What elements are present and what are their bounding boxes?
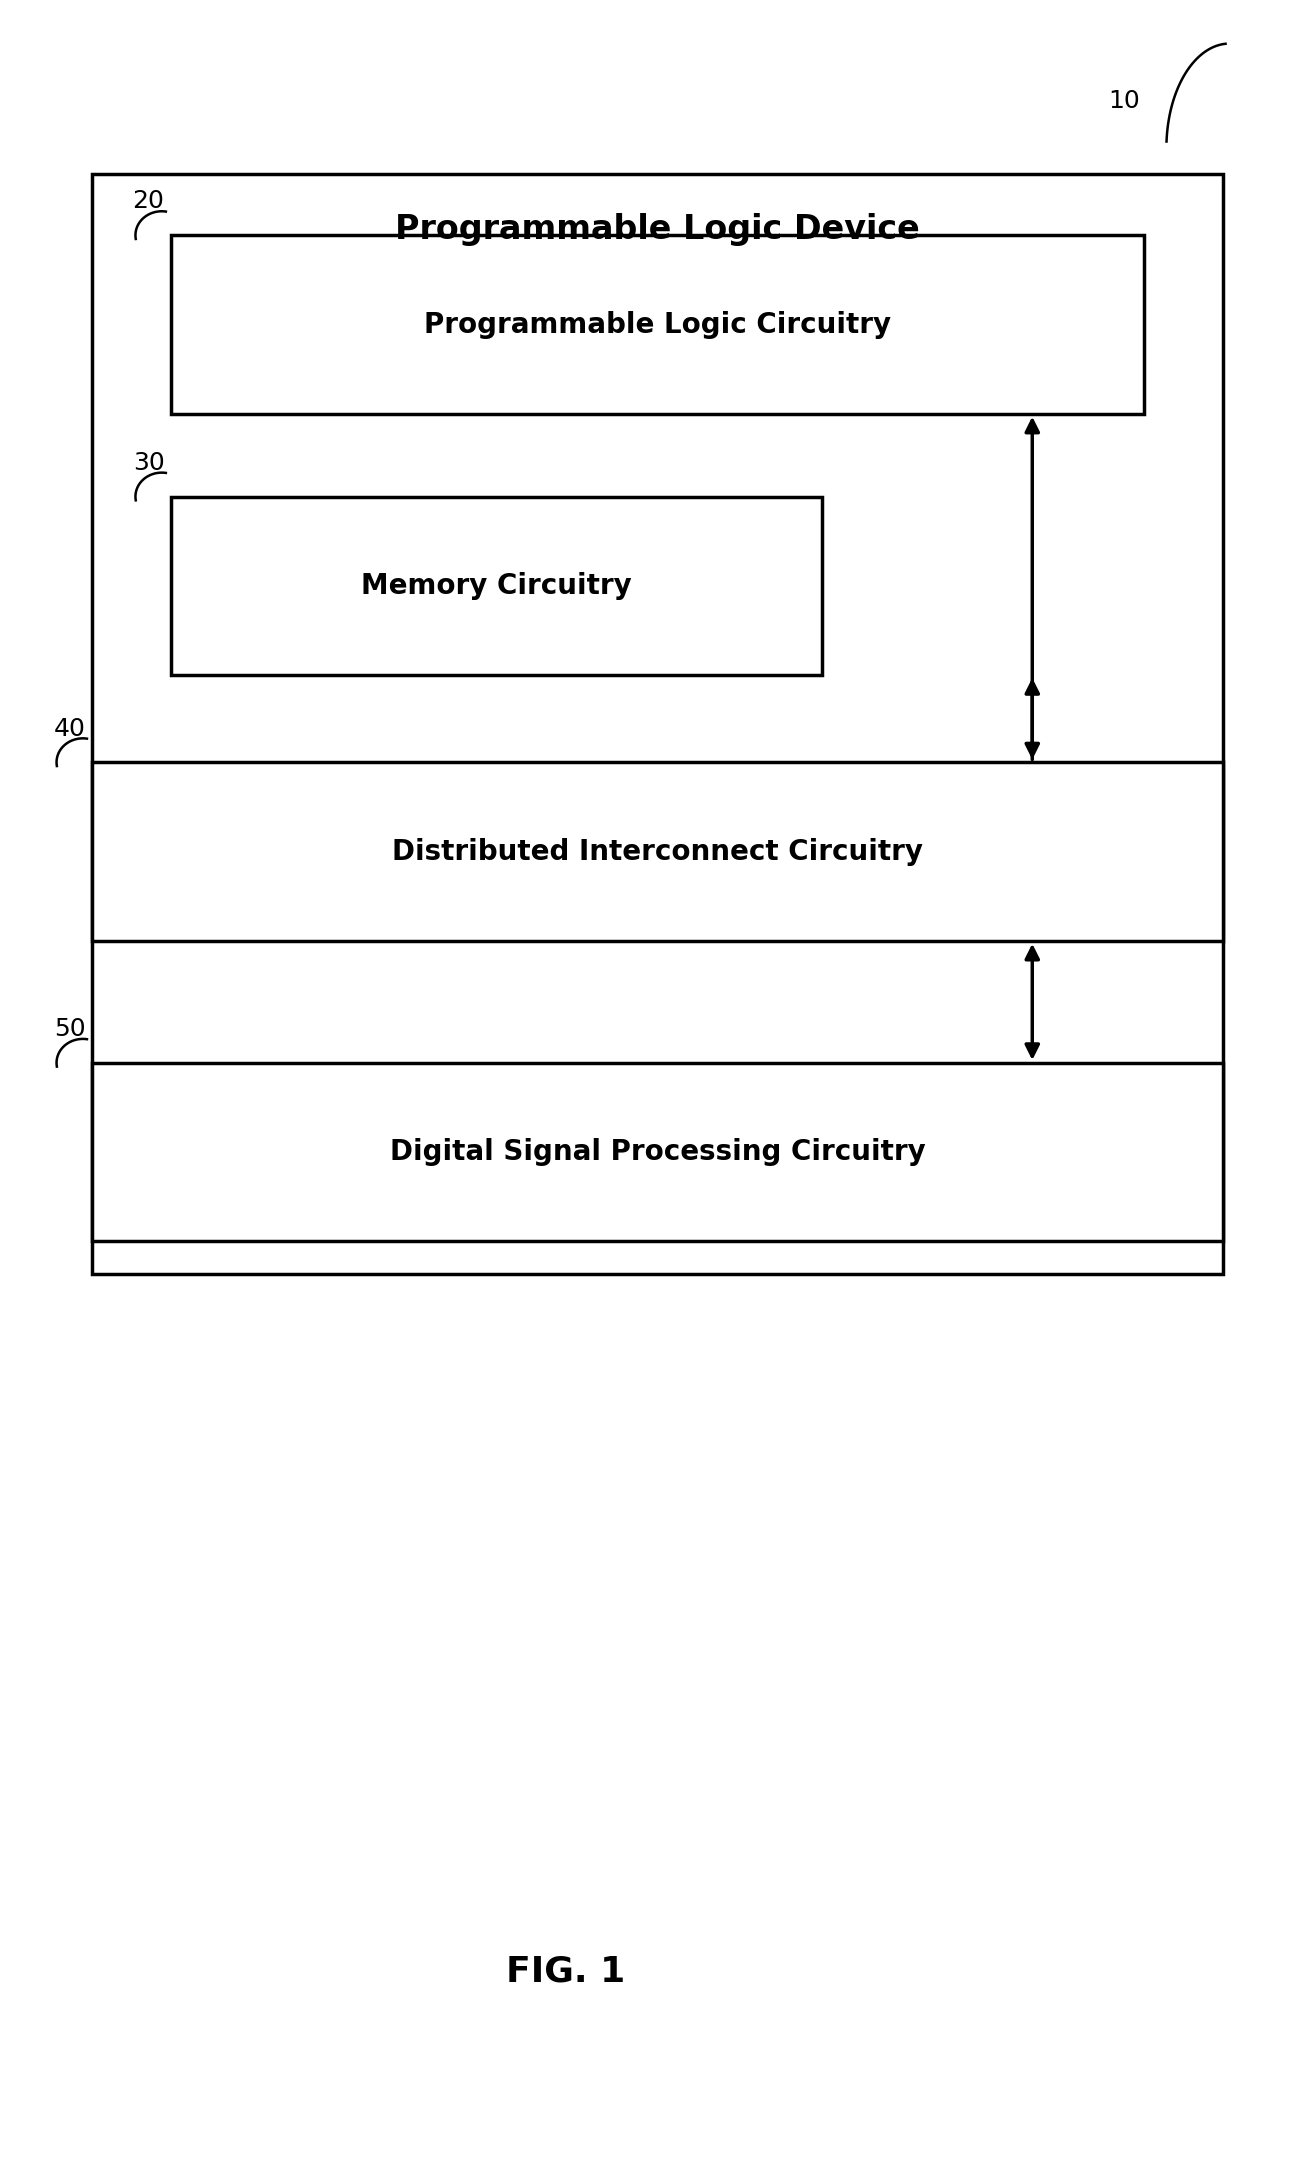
Text: 10: 10	[1109, 89, 1140, 113]
Text: Distributed Interconnect Circuitry: Distributed Interconnect Circuitry	[392, 839, 923, 865]
Text: Programmable Logic Device: Programmable Logic Device	[394, 213, 920, 246]
Text: Digital Signal Processing Circuitry: Digital Signal Processing Circuitry	[389, 1139, 926, 1165]
Text: 40: 40	[54, 717, 85, 741]
Bar	[171, 235, 1144, 414]
Bar	[171, 497, 822, 675]
Bar	[92, 1063, 1223, 1241]
Text: 20: 20	[133, 189, 164, 213]
Text: FIG. 1: FIG. 1	[506, 1954, 625, 1989]
Text: 30: 30	[133, 451, 164, 475]
Text: Memory Circuitry: Memory Circuitry	[362, 573, 631, 599]
Bar	[92, 762, 1223, 941]
Text: Programmable Logic Circuitry: Programmable Logic Circuitry	[423, 311, 892, 338]
Text: 50: 50	[54, 1017, 85, 1041]
Bar	[92, 174, 1223, 1274]
